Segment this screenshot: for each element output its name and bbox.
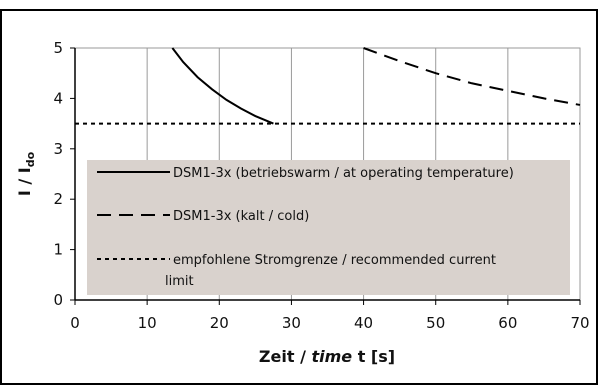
legend-background xyxy=(87,160,570,295)
series-line-2 xyxy=(363,47,581,106)
legend xyxy=(87,160,570,295)
x-tick-label-60: 60 xyxy=(498,314,517,332)
series-line-1 xyxy=(171,47,274,125)
legend-label-limit-line1: empfohlene Stromgrenze / recommended cur… xyxy=(173,253,496,268)
x-tick-label-10: 10 xyxy=(138,314,157,332)
x-tick-label-50: 50 xyxy=(426,314,445,332)
y-tick-label-4: 4 xyxy=(53,89,63,107)
axes xyxy=(74,48,580,301)
legend-label-warm: DSM1-3x (betriebswarm / at operating tem… xyxy=(173,166,514,181)
x-tick-label-40: 40 xyxy=(354,314,373,332)
y-tick-label-5: 5 xyxy=(53,39,63,57)
x-axis-label: Zeit / time t [s] xyxy=(259,347,395,366)
legend-label-limit-line2: limit xyxy=(165,274,194,289)
legend-entries: DSM1-3x (betriebswarm / at operating tem… xyxy=(97,166,514,289)
x-tick-label-70: 70 xyxy=(570,314,589,332)
y-axis-label: I / Ido xyxy=(15,151,37,196)
legend-label-cold: DSM1-3x (kalt / cold) xyxy=(173,209,309,224)
y-tick-label-2: 2 xyxy=(53,190,63,208)
tick-labels: 0 10 20 30 40 50 60 70 0 1 2 3 4 5 xyxy=(53,39,589,332)
outer-border xyxy=(0,9,598,385)
y-tick-label-1: 1 xyxy=(53,241,63,259)
x-tick-label-0: 0 xyxy=(70,314,80,332)
y-tick-label-0: 0 xyxy=(53,291,63,309)
y-tick-label-3: 3 xyxy=(53,140,63,158)
x-tick-label-30: 30 xyxy=(282,314,301,332)
x-tick-label-20: 20 xyxy=(210,314,229,332)
series-layer xyxy=(75,47,581,125)
